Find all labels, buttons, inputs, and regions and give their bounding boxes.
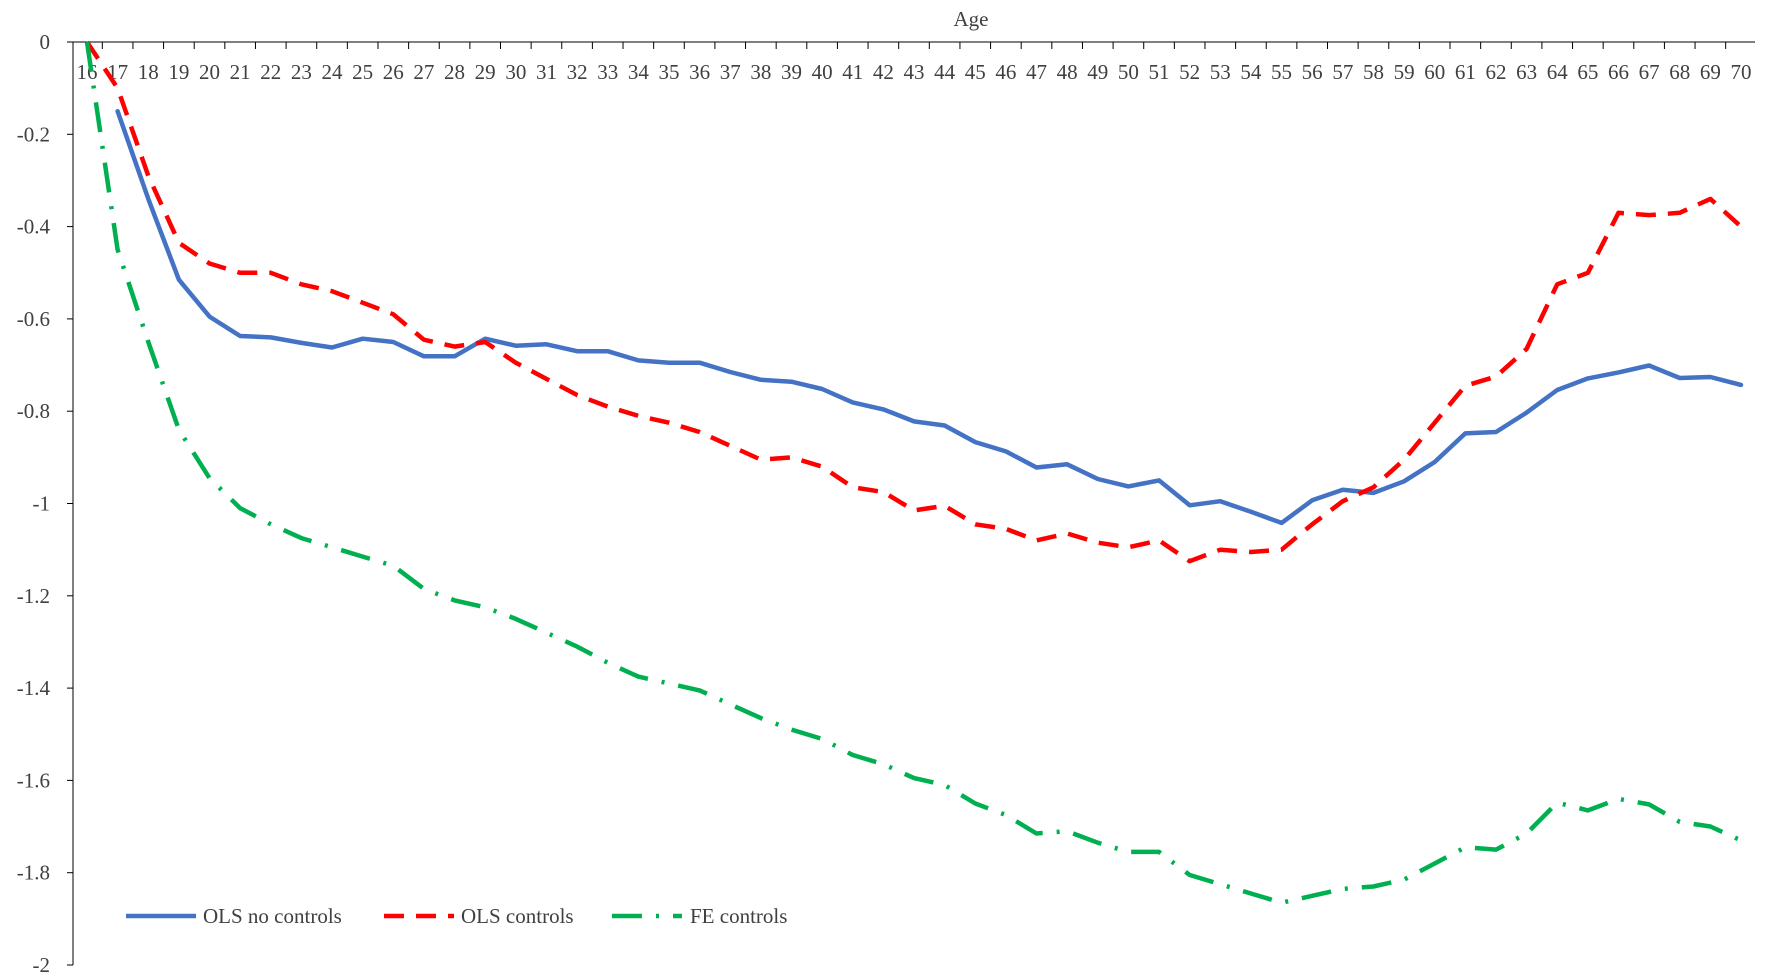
x-tick-label: 63 — [1516, 60, 1537, 84]
y-tick-label: -2 — [33, 953, 51, 977]
y-tick-label: -1 — [33, 492, 51, 516]
x-tick-label: 59 — [1394, 60, 1415, 84]
axes: 0 -0.2 -0.4 -0.6 -0.8 -1 -1.2 -1.4 -1.6 -1.8 -2 16 1… — [17, 7, 1755, 977]
x-tick-label: 50 — [1118, 60, 1139, 84]
x-tick-label: 52 — [1179, 60, 1200, 84]
y-tick-label: -1.2 — [17, 584, 50, 608]
y-tick-label: 0 — [40, 30, 51, 54]
x-tick-label: 47 — [1026, 60, 1047, 84]
x-tick-label: 62 — [1485, 60, 1506, 84]
x-tick-label: 54 — [1240, 60, 1262, 84]
x-tick-label: 31 — [536, 60, 557, 84]
x-tick-label: 27 — [413, 60, 434, 84]
x-tick-label: 24 — [322, 60, 344, 84]
y-tick-label: -1.4 — [17, 676, 51, 700]
x-tick-label: 22 — [260, 60, 281, 84]
x-tick-label: 45 — [965, 60, 986, 84]
x-tick-label: 67 — [1639, 60, 1660, 84]
x-tick-label: 48 — [1057, 60, 1078, 84]
series-lines — [84, 40, 1744, 905]
x-tick-label: 21 — [230, 60, 251, 84]
x-tick-label: 64 — [1547, 60, 1569, 84]
x-tick-label: 16 — [77, 60, 98, 84]
x-tick-label: 44 — [934, 60, 956, 84]
legend-label: OLS controls — [461, 904, 574, 928]
series-line-ols-no-controls — [115, 108, 1744, 526]
x-tick-label: 33 — [597, 60, 618, 84]
x-tick-label: 36 — [689, 60, 710, 84]
legend: OLS no controls OLS controls FE controls — [126, 904, 787, 928]
x-tick-label: 66 — [1608, 60, 1629, 84]
x-tick-label: 29 — [475, 60, 496, 84]
x-tick-label: 23 — [291, 60, 312, 84]
x-tick-label: 49 — [1087, 60, 1108, 84]
legend-label: OLS no controls — [203, 904, 342, 928]
x-tick-label: 42 — [873, 60, 894, 84]
series-line-ols-controls — [85, 40, 1743, 564]
x-tick-label: 53 — [1210, 60, 1231, 84]
x-tick-label: 19 — [168, 60, 189, 84]
x-tick-label: 65 — [1577, 60, 1598, 84]
x-tick-label: 34 — [628, 60, 650, 84]
x-tick-label: 41 — [842, 60, 863, 84]
x-tick-label: 46 — [995, 60, 1016, 84]
x-tick-label: 37 — [720, 60, 741, 84]
x-tick-label: 26 — [383, 60, 404, 84]
x-tick-label: 25 — [352, 60, 373, 84]
x-tick-label: 20 — [199, 60, 220, 84]
x-tick-label: 61 — [1455, 60, 1476, 84]
x-tick-label: 40 — [812, 60, 833, 84]
x-tick-label: 55 — [1271, 60, 1292, 84]
x-tick-label: 32 — [567, 60, 588, 84]
y-tick-label: -1.6 — [17, 768, 50, 792]
series-line-fe-controls — [84, 41, 1742, 905]
x-tick-label: 39 — [781, 60, 802, 84]
y-tick-label: -0.2 — [17, 122, 50, 146]
x-tick-label: 51 — [1149, 60, 1170, 84]
x-tick-label: 18 — [138, 60, 159, 84]
y-tick-label: -0.4 — [17, 215, 51, 239]
x-tick-label: 68 — [1669, 60, 1690, 84]
x-tick-label: 38 — [750, 60, 771, 84]
x-tick-label: 43 — [904, 60, 925, 84]
legend-label: FE controls — [690, 904, 787, 928]
x-tick-label: 28 — [444, 60, 465, 84]
x-tick-label: 56 — [1302, 60, 1323, 84]
x-tick-label: 57 — [1332, 60, 1353, 84]
x-tick-label: 60 — [1424, 60, 1445, 84]
y-tick-label: -0.6 — [17, 307, 50, 331]
x-tick-label: 69 — [1700, 60, 1721, 84]
x-tick-label: 35 — [658, 60, 679, 84]
x-tick-label: 70 — [1731, 60, 1752, 84]
y-tick-label: -0.8 — [17, 399, 50, 423]
y-tick-label: -1.8 — [17, 861, 50, 885]
x-tick-label: 58 — [1363, 60, 1384, 84]
x-axis-title: Age — [954, 7, 989, 31]
x-tick-label: 30 — [505, 60, 526, 84]
